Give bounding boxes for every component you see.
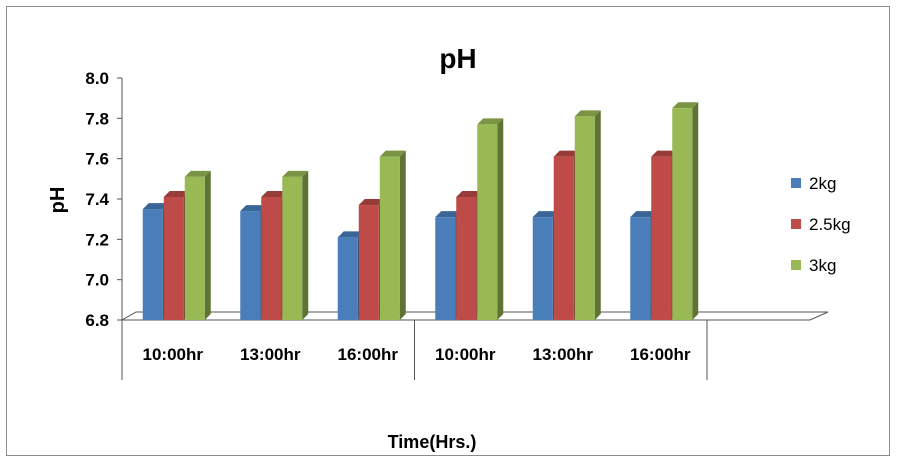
bar — [282, 170, 309, 320]
bar-top — [532, 211, 559, 218]
bar — [184, 170, 211, 320]
bar-top — [358, 199, 385, 206]
bar-front — [672, 108, 693, 320]
x-tick-label: 13:00hr — [240, 345, 301, 364]
x-axis-label: Time(Hrs.) — [388, 432, 477, 452]
x-tick-label: 10:00hr — [143, 345, 204, 364]
bar — [672, 102, 699, 320]
legend-label: 2kg — [809, 174, 836, 193]
bar-front — [435, 217, 456, 320]
legend-label: 2.5kg — [809, 215, 851, 234]
legend: 2kg 2.5kg 3kg — [791, 174, 851, 275]
y-tick-label: 7.8 — [85, 109, 109, 128]
bar-top — [672, 102, 699, 109]
y-tick-label: 6.8 — [85, 311, 109, 330]
y-tick-label: 7.6 — [85, 150, 109, 169]
bar-top — [553, 150, 580, 157]
bar-front — [282, 176, 303, 320]
bar-front — [651, 156, 672, 320]
bar — [574, 110, 601, 320]
legend-swatch — [791, 219, 801, 229]
bar-top — [282, 170, 309, 177]
bar-top — [379, 150, 406, 157]
bar-top — [651, 150, 678, 157]
bar-front — [477, 124, 498, 320]
bar-front — [240, 211, 261, 320]
legend-swatch — [791, 260, 801, 270]
bar-front — [532, 217, 553, 320]
bar-front — [358, 205, 379, 320]
legend-swatch — [791, 178, 801, 188]
bar-side — [204, 170, 211, 320]
bar-top — [477, 118, 504, 125]
bar-front — [379, 156, 400, 320]
bar-side — [302, 170, 309, 320]
x-tick-label: 16:00hr — [630, 345, 691, 364]
bar-side — [399, 150, 406, 320]
bar-top — [337, 231, 364, 238]
x-tick-label: 13:00hr — [533, 345, 594, 364]
bar-front — [630, 217, 651, 320]
bar — [379, 150, 406, 320]
bar-top — [163, 190, 190, 197]
bar-top — [261, 190, 288, 197]
x-tick-label: 10:00hr — [435, 345, 496, 364]
y-tick-label: 7.4 — [85, 190, 109, 209]
bar-front — [261, 196, 282, 320]
bar-side — [497, 118, 504, 320]
bar-side — [692, 102, 699, 320]
bar-front — [163, 196, 184, 320]
bar-top — [456, 190, 483, 197]
bar-top — [142, 203, 169, 210]
bar-front — [574, 116, 595, 320]
bar-side — [594, 110, 601, 320]
bar-front — [184, 176, 205, 320]
y-axis-label: pH — [47, 187, 69, 214]
bar-top — [574, 110, 601, 117]
bar — [477, 118, 504, 320]
legend-label: 3kg — [809, 256, 836, 275]
bar-top — [184, 170, 211, 177]
y-tick-label: 7.0 — [85, 271, 109, 290]
chart-title: pH — [439, 43, 476, 74]
bars — [142, 102, 699, 320]
bar-top — [435, 211, 462, 218]
bar-front — [142, 209, 163, 320]
bar-front — [337, 237, 358, 320]
y-tick-label: 8.0 — [85, 69, 109, 88]
bar-front — [553, 156, 574, 320]
x-tick-label: 16:00hr — [338, 345, 399, 364]
bar-top — [240, 205, 267, 212]
bar-front — [456, 196, 477, 320]
y-tick-label: 7.2 — [85, 230, 109, 249]
bar-top — [630, 211, 657, 218]
